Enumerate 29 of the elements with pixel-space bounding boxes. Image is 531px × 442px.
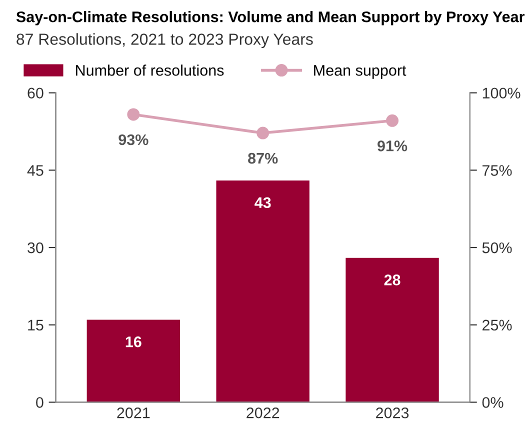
- y2-tick-label: 50%: [482, 242, 512, 254]
- legend-label: Mean support: [314, 65, 406, 79]
- data-label: 43: [254, 197, 271, 208]
- bar: [216, 180, 310, 402]
- legend-label: Number of resolutions: [76, 64, 224, 76]
- y2-tick-label: 0%: [482, 397, 504, 408]
- y-tick-label: 30: [28, 242, 44, 254]
- data-label: 28: [384, 274, 400, 286]
- data-label: 16: [126, 336, 142, 348]
- bar: [86, 320, 180, 402]
- x-tick-label: 2022: [246, 407, 280, 418]
- point: [386, 114, 399, 127]
- y2-tick-label: 100%: [482, 88, 520, 99]
- y2-tick-label: 75%: [482, 165, 512, 176]
- point: [127, 108, 140, 121]
- bar: [346, 258, 439, 402]
- y2-tick-label: 25%: [482, 320, 512, 331]
- x-tick-label: 2023: [376, 407, 409, 418]
- chart-title: Say-on-Climate Resolutions: Volume and Mean Support by Proxy Year: [16, 11, 525, 26]
- data-label: 93%: [118, 134, 148, 146]
- point: [256, 126, 270, 140]
- y-tick-label: 45: [27, 165, 44, 176]
- y-tick-label: 0: [36, 397, 44, 408]
- y-tick-label: 60: [28, 88, 44, 99]
- data-label: 91%: [378, 140, 408, 152]
- y-tick-label: 15: [28, 320, 44, 331]
- x-tick-label: 2021: [117, 407, 150, 418]
- chart-subtitle: 87 Resolutions, 2021 to 2023 Proxy Years: [16, 33, 313, 48]
- data-label: 87%: [248, 152, 278, 164]
